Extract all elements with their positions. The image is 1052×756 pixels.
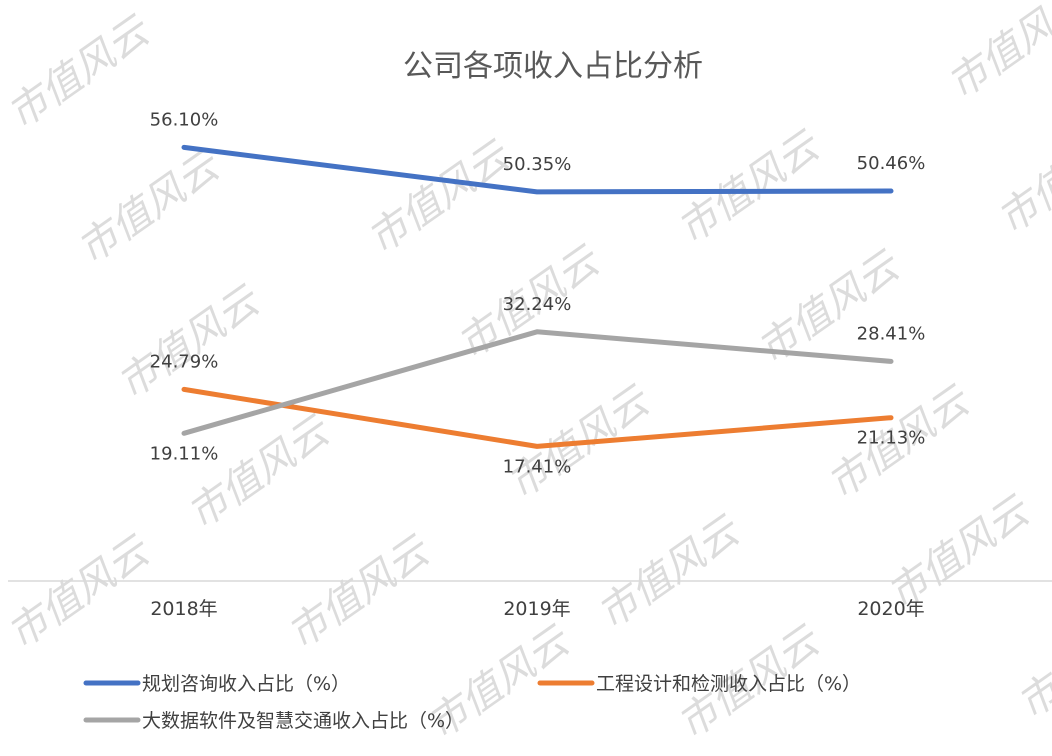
legend-label: 大数据软件及智慧交通收入占比（%） [142,710,464,732]
data-label: 50.35% [503,154,572,175]
watermark-text: 市值风云 [989,112,1052,243]
legend-label: 规划咨询收入占比（%） [142,673,350,695]
x-tick-label: 2019年 [503,598,570,620]
watermark-text: 市值风云 [279,527,439,658]
data-label: 50.46% [857,153,926,174]
data-label: 24.79% [150,351,219,372]
data-label: 28.41% [857,323,926,344]
legend: 规划咨询收入占比（%） 工程设计和检测收入占比（%） 大数据软件及智慧交通收入占比（… [83,673,861,732]
x-tick-label: 2018年 [150,598,217,620]
x-tick-label: 2020年 [857,598,924,620]
data-label: 17.41% [503,456,572,477]
data-label: 32.24% [503,294,572,315]
series-line-1 [181,144,894,195]
watermark-text: 市值风云 [589,507,749,638]
watermark-text: 市值风云 [939,0,1052,108]
watermark-text: 市值风云 [1009,597,1052,728]
data-labels: 56.10% 50.35% 50.46% 24.79% 17.41% 21.13% 19.1… [150,109,926,477]
x-axis-ticks: 2018年 2019年 2020年 [150,598,924,620]
data-label: 21.13% [857,428,926,449]
legend-label: 工程设计和检测收入占比（%） [596,673,861,695]
series-line-3 [181,329,894,436]
chart-title: 公司各项收入占比分析 [403,49,703,84]
data-label: 19.11% [150,443,219,464]
watermark-text: 市值风云 [0,7,159,138]
series-lines [181,144,894,449]
watermark-text: 市值风云 [69,142,229,273]
series-line-2 [181,386,894,449]
watermark-text: 市值风云 [359,132,519,263]
watermark-text: 市值风云 [0,527,159,658]
watermark-text: 市值风云 [669,122,829,253]
data-label: 56.10% [150,109,219,130]
